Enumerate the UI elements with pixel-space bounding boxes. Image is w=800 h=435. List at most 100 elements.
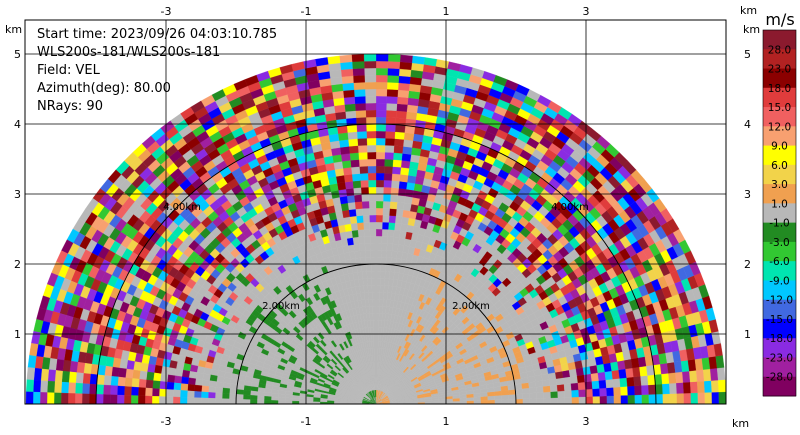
unit-label-top-left: km [5,23,22,36]
range-gate [375,333,379,342]
range-gate [459,397,468,402]
range-gate [32,391,41,404]
range-gate [242,394,251,400]
range-gate [381,313,386,321]
range-gate [662,383,670,395]
range-gate [375,263,382,272]
range-gate [661,373,670,385]
range-gate [370,242,377,251]
axes-frame [24,19,727,405]
range-gate [696,369,705,382]
range-gate [589,364,598,374]
range-gate [154,364,163,374]
range-gate [346,124,358,133]
range-gate [385,264,391,272]
range-gate [402,209,411,219]
range-gate [364,67,377,76]
range-gate [375,60,389,69]
range-gate [375,291,381,300]
range-gate [256,399,265,404]
range-gate [675,371,684,384]
range-gate [228,393,237,400]
range-gate [359,243,366,251]
range-gate [366,270,372,279]
range-gate [370,249,377,258]
colorbar-label: 6.0 [771,160,788,172]
range-gate [386,243,393,251]
range-gate [347,201,356,211]
range-gate [359,165,369,174]
range-gate [366,130,377,139]
range-gate [358,152,368,160]
range-gate [386,96,398,104]
range-gate [391,173,401,182]
range-gate [409,203,419,213]
range-ring [95,123,657,405]
range-gate [563,383,572,391]
range-gate [61,381,69,394]
range-gate [375,186,384,195]
range-gate [356,131,367,139]
y-tick-label-left: 3 [14,188,21,201]
range-gate [370,256,377,265]
range-gate [627,385,635,396]
range-gate [394,131,405,140]
range-gate [381,235,388,244]
range-gate [350,166,361,175]
range-gate [375,368,378,377]
range-gate [194,378,203,386]
range-gate [399,230,407,239]
range-gate [370,263,377,272]
range-gate [137,395,146,404]
range-gate [582,366,592,375]
range-gate [358,236,365,245]
range-gate [55,359,65,372]
range-gate [626,376,635,387]
range-gate [411,55,425,65]
range-gate [158,388,167,397]
range-gate [591,380,600,390]
range-gate [202,373,211,381]
y-tick-label-left: 4 [14,118,21,131]
range-gate [186,390,195,398]
range-gate [263,396,272,401]
range-gate [236,389,244,395]
range-gate [33,367,42,381]
range-gate [391,166,402,175]
range-gate [398,181,408,190]
range-gate [367,172,377,181]
range-gate [343,96,356,105]
range-gate [236,384,245,391]
range-gate [214,392,223,399]
range-gate [375,74,388,83]
range-gate [116,394,125,404]
range-gate [407,217,416,227]
range-gate [364,74,377,83]
range-gate [235,398,244,404]
y-tick-label-left: 2 [14,258,21,271]
range-gate [96,384,104,395]
range-gate [385,110,397,118]
colorbar-label: 18.0 [768,83,791,95]
range-gate [375,214,383,223]
range-gate [270,396,279,401]
range-gate [606,395,615,404]
range-gate [361,193,370,202]
colorbar-segment [763,318,796,339]
range-gate [689,370,698,383]
range-gate [575,367,585,376]
range-gate [357,229,365,238]
range-gate [391,250,398,259]
colorbar-label: -1.0 [769,218,790,230]
range-gate [599,395,608,404]
range-gate [186,397,195,404]
range-gate [353,89,366,97]
range-gate [375,109,387,118]
range-gate [125,368,134,379]
range-gate [352,75,365,83]
range-gate [590,372,599,382]
range-gate [669,393,678,404]
range-gate [375,256,382,265]
range-gate [375,165,385,174]
range-gate [88,393,97,404]
